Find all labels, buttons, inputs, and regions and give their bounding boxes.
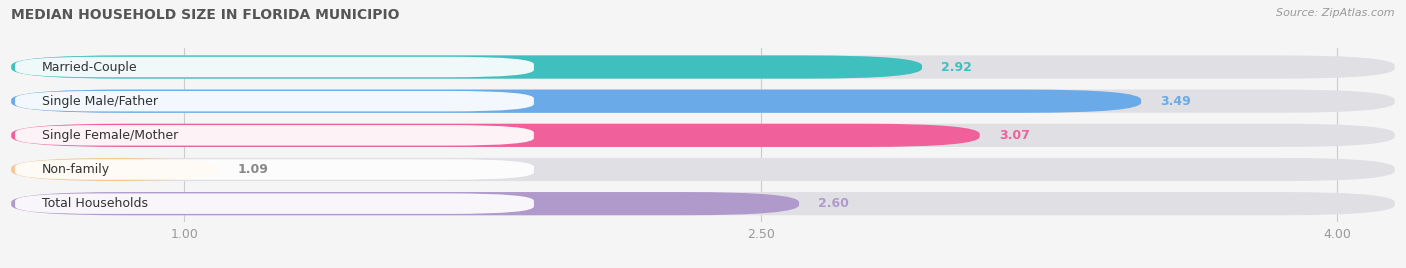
FancyBboxPatch shape (11, 124, 1395, 147)
FancyBboxPatch shape (11, 90, 1395, 113)
FancyBboxPatch shape (11, 124, 980, 147)
FancyBboxPatch shape (15, 57, 534, 77)
FancyBboxPatch shape (11, 192, 799, 215)
Text: 3.07: 3.07 (998, 129, 1029, 142)
FancyBboxPatch shape (11, 90, 1142, 113)
FancyBboxPatch shape (11, 55, 922, 79)
Text: 3.49: 3.49 (1160, 95, 1191, 108)
Text: Non-family: Non-family (42, 163, 110, 176)
FancyBboxPatch shape (15, 125, 534, 146)
FancyBboxPatch shape (11, 158, 219, 181)
FancyBboxPatch shape (11, 192, 1395, 215)
Text: MEDIAN HOUSEHOLD SIZE IN FLORIDA MUNICIPIO: MEDIAN HOUSEHOLD SIZE IN FLORIDA MUNICIP… (11, 8, 399, 22)
Text: Source: ZipAtlas.com: Source: ZipAtlas.com (1277, 8, 1395, 18)
FancyBboxPatch shape (15, 91, 534, 111)
FancyBboxPatch shape (11, 55, 1395, 79)
FancyBboxPatch shape (11, 158, 1395, 181)
FancyBboxPatch shape (15, 159, 534, 180)
Text: Single Female/Mother: Single Female/Mother (42, 129, 179, 142)
Text: Single Male/Father: Single Male/Father (42, 95, 157, 108)
Text: 2.60: 2.60 (818, 197, 849, 210)
FancyBboxPatch shape (15, 193, 534, 214)
Text: Married-Couple: Married-Couple (42, 61, 138, 73)
Text: 1.09: 1.09 (238, 163, 269, 176)
Text: 2.92: 2.92 (941, 61, 972, 73)
Text: Total Households: Total Households (42, 197, 148, 210)
